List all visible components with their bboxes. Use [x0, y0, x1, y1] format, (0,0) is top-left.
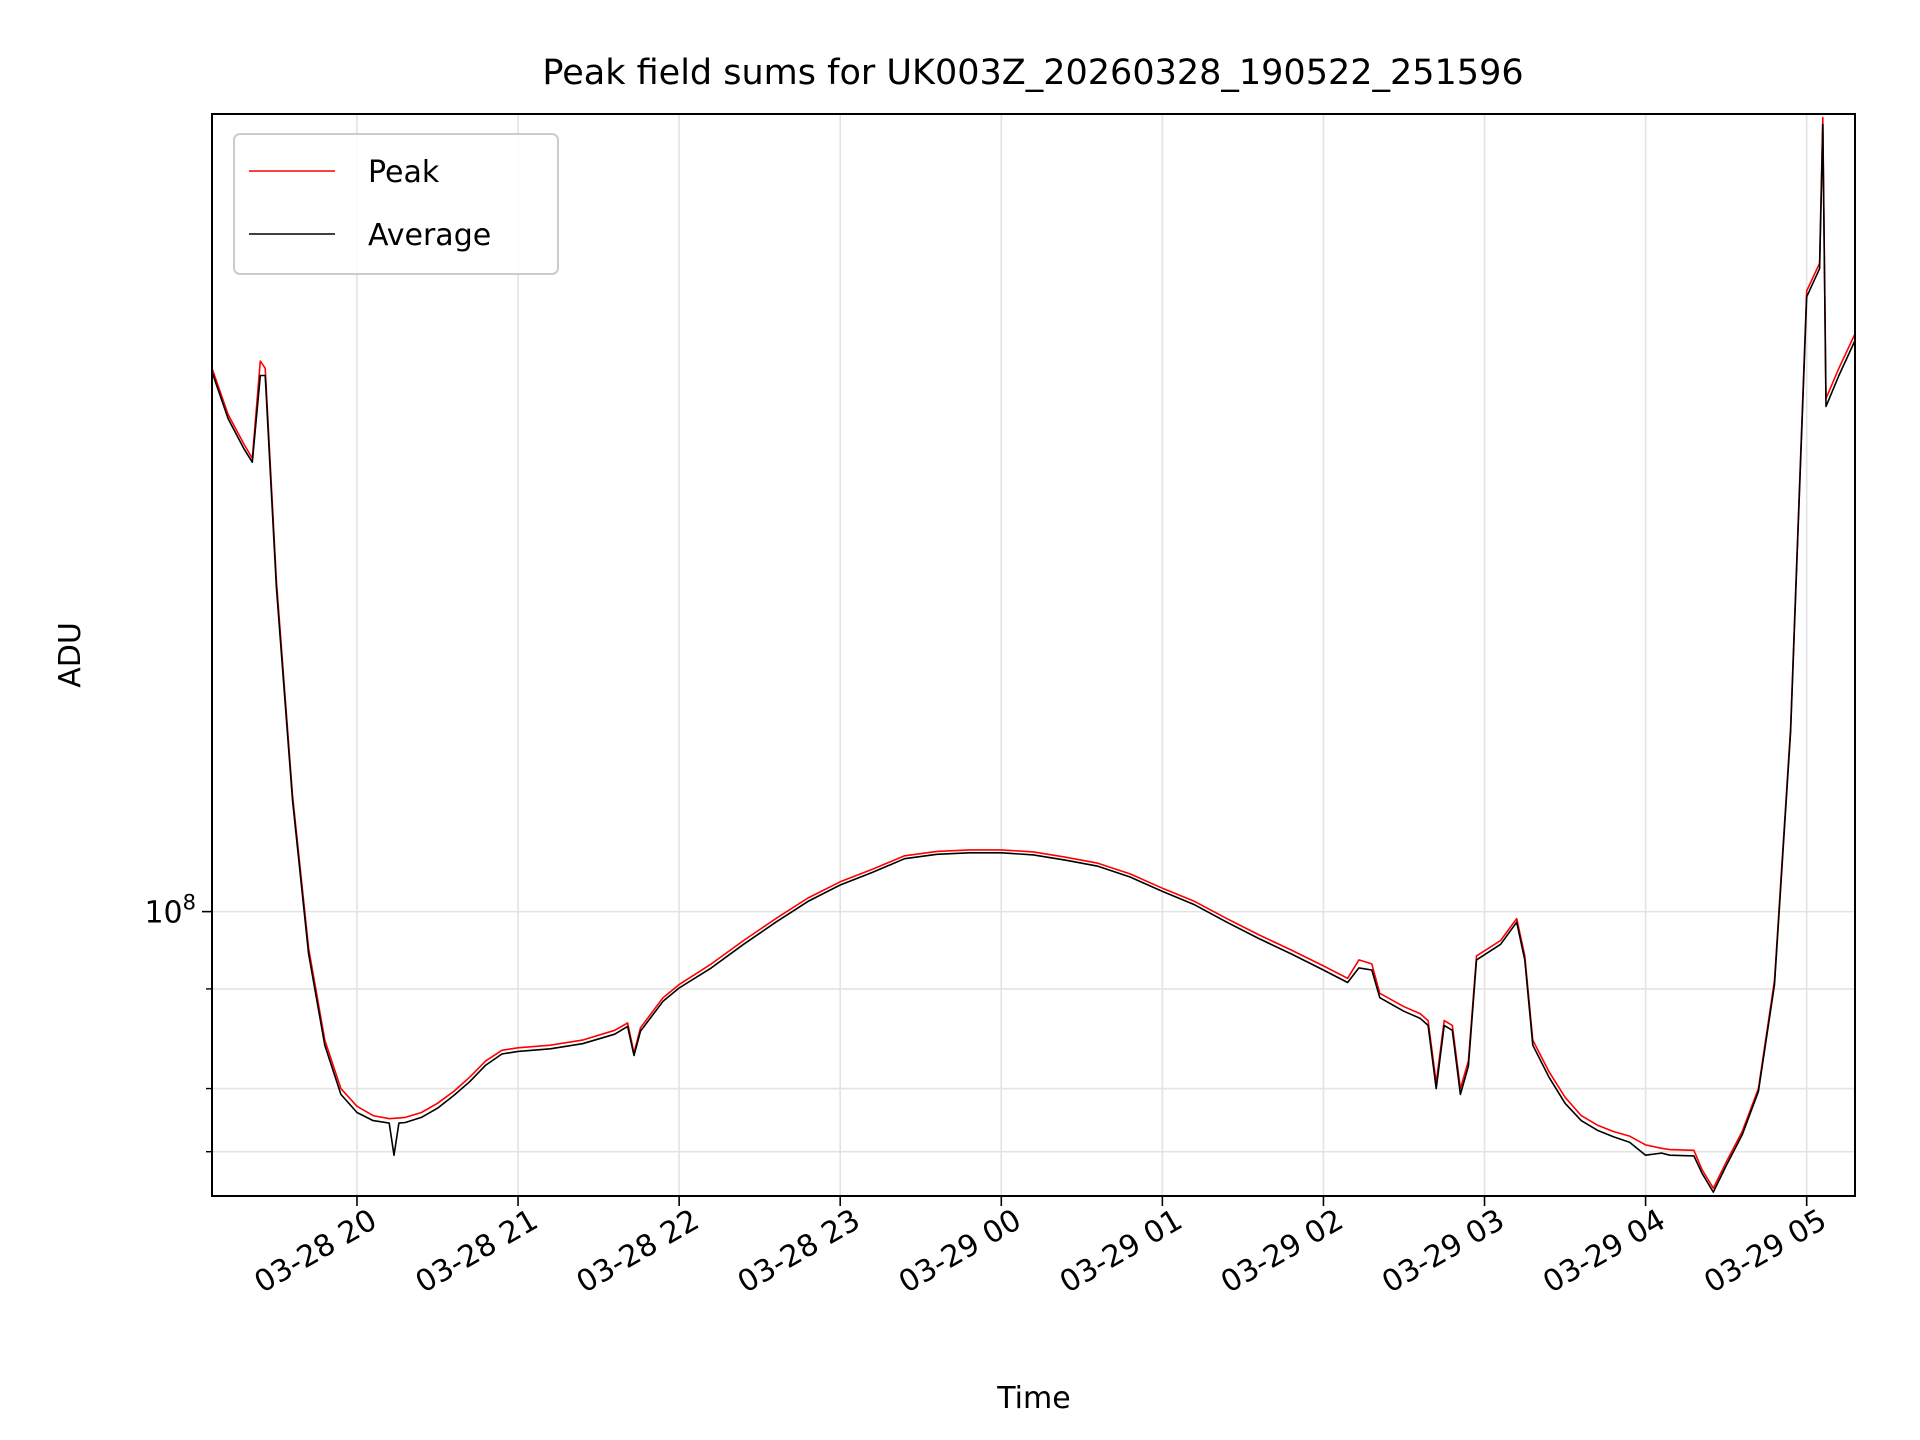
plot-area-frame	[211, 113, 1856, 1197]
y-tick-label-base: 10	[144, 896, 182, 931]
y-axis-ticks: 108	[144, 891, 212, 1153]
series-line-average	[211, 123, 1856, 1193]
legend-label-peak: Peak	[368, 155, 440, 190]
chart-title: Peak field sums for UK003Z_20260328_1905…	[542, 53, 1523, 93]
x-axis-label: Time	[996, 1381, 1070, 1416]
series-lines	[211, 116, 1856, 1193]
legend-box	[233, 133, 559, 275]
legend: Peak Average	[233, 133, 559, 275]
grid-lines	[212, 114, 1855, 1196]
y-axis-label: ADU	[53, 622, 88, 688]
legend-label-average: Average	[368, 218, 491, 253]
y-tick-label-exponent: 8	[183, 891, 196, 915]
y-tick-label: 108	[144, 891, 196, 931]
series-line-peak	[211, 116, 1856, 1189]
